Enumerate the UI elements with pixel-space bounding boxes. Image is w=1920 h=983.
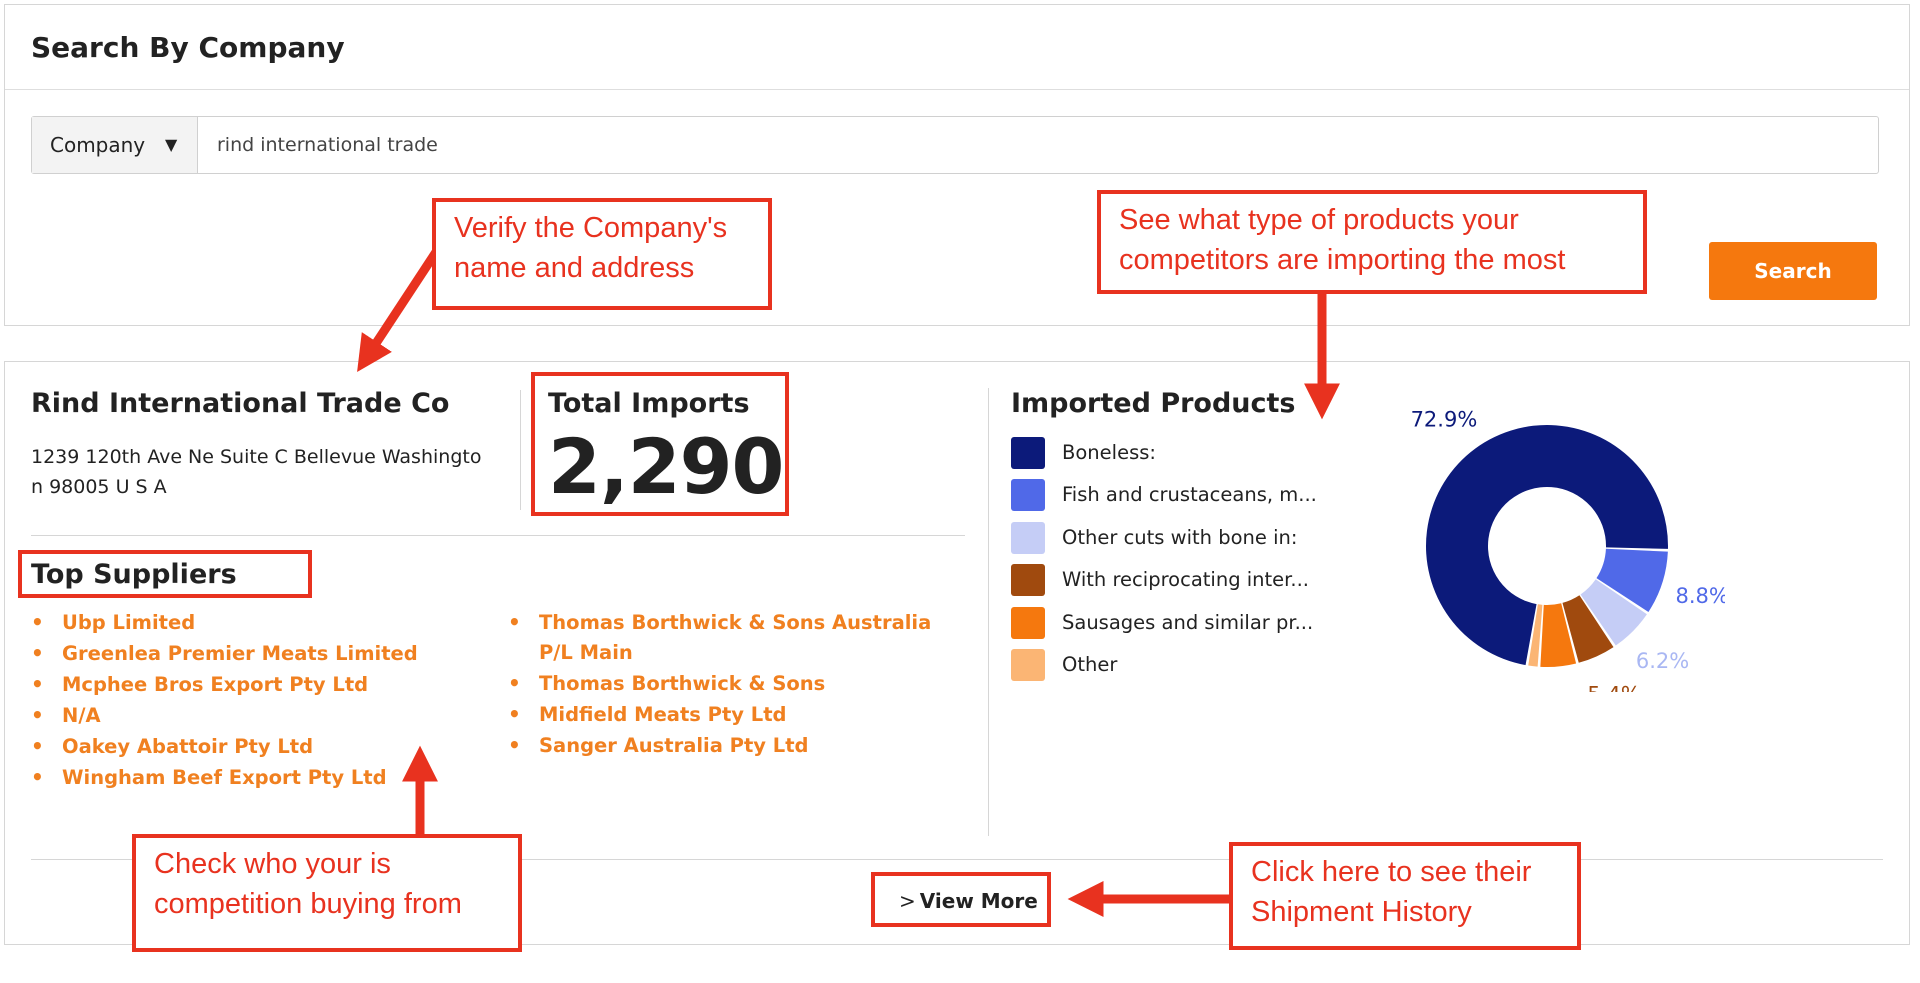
- legend-swatch: [1011, 479, 1045, 512]
- supplier-link[interactable]: • Midfield Meats Pty Ltd: [508, 699, 968, 730]
- search-header: Search By Company: [5, 5, 1909, 90]
- legend-item[interactable]: With reciprocating inter...: [1011, 564, 1317, 606]
- legend-label: Boneless:: [1062, 441, 1156, 464]
- supplier-link[interactable]: • Mcphee Bros Export Pty Ltd: [31, 669, 481, 700]
- donut-slice[interactable]: [1528, 604, 1543, 667]
- chevron-right-icon: >: [899, 889, 916, 913]
- legend-label: Sausages and similar pr...: [1062, 610, 1314, 634]
- bullet-icon: •: [508, 610, 521, 634]
- view-more-label: View More: [919, 889, 1038, 913]
- callout-competitor-products: See what type of products your competito…: [1097, 190, 1647, 294]
- bullet-icon: •: [508, 702, 521, 726]
- donut-slice-label: 6.2%: [1636, 649, 1689, 673]
- legend-swatch: [1011, 437, 1045, 469]
- bullet-icon: •: [508, 671, 521, 695]
- highlight-top-suppliers: [18, 550, 312, 598]
- callout-text: Check who your is competition buying fro…: [154, 848, 462, 920]
- suppliers-list: • Ubp Limited • Greenlea Premier Meats Lim…: [31, 607, 481, 793]
- supplier-name: Greenlea Premier Meats Limited: [62, 642, 418, 665]
- supplier-name: Oakey Abattoir Pty Ltd: [62, 735, 314, 758]
- supplier-name: Thomas Borthwick & Sons Australia P/L Ma…: [539, 611, 932, 664]
- legend-label: Other: [1062, 652, 1118, 676]
- search-type-label: Company: [50, 133, 146, 157]
- donut-slice[interactable]: [1540, 603, 1577, 667]
- callout-text: Verify the Company's name and address: [454, 212, 728, 284]
- donut-slice[interactable]: [1580, 579, 1647, 646]
- legend-label: Fish and crustaceans, m...: [1062, 483, 1317, 507]
- divider: [31, 535, 965, 536]
- suppliers-list: • Thomas Borthwick & Sons Australia P/L M…: [508, 607, 968, 761]
- supplier-link[interactable]: • N/A: [31, 700, 481, 731]
- bullet-icon: •: [31, 734, 44, 758]
- bullet-icon: •: [31, 672, 44, 696]
- highlight-view-more: [871, 872, 1051, 927]
- divider: [988, 388, 989, 836]
- supplier-link[interactable]: • Greenlea Premier Meats Limited: [31, 638, 481, 669]
- bullet-icon: •: [508, 733, 521, 757]
- callout-verify-company: Verify the Company's name and address: [432, 198, 772, 310]
- legend-label: Other cuts with bone in:: [1062, 525, 1298, 549]
- view-more-button[interactable]: > View More: [879, 876, 1054, 926]
- supplier-link[interactable]: • Thomas Borthwick & Sons: [508, 668, 968, 699]
- company-address: 1239 120th Ave Ne Suite C Bellevue Washi…: [31, 446, 482, 498]
- callout-text: Click here to see their Shipment History: [1251, 856, 1532, 928]
- supplier-name: Mcphee Bros Export Pty Ltd: [62, 673, 369, 696]
- supplier-name: Midfield Meats Pty Ltd: [539, 703, 787, 726]
- legend-swatch: [1011, 521, 1045, 554]
- search-type-dropdown[interactable]: Company ▼: [32, 117, 198, 173]
- legend-item[interactable]: Fish and crustaceans, m...: [1011, 479, 1317, 521]
- legend-label: With reciprocating inter...: [1062, 568, 1310, 592]
- legend-item[interactable]: Sausages and similar pr...: [1011, 606, 1317, 649]
- supplier-name: Sanger Australia Pty Ltd: [539, 734, 809, 757]
- bullet-icon: •: [31, 765, 44, 789]
- search-title: Search By Company: [31, 31, 345, 64]
- supplier-name: Thomas Borthwick & Sons: [539, 672, 826, 695]
- legend-swatch: [1011, 564, 1045, 597]
- top-suppliers-title: Top Suppliers: [31, 559, 237, 590]
- legend-swatch: [1011, 648, 1045, 681]
- bullet-icon: •: [31, 641, 44, 665]
- products-legend: Boneless: Fish and crustaceans, m... Other…: [1011, 437, 1317, 691]
- divider: [520, 390, 521, 510]
- supplier-name: N/A: [62, 704, 101, 727]
- highlight-total-imports: [531, 372, 789, 516]
- supplier-link[interactable]: • Ubp Limited: [31, 607, 481, 638]
- imported-products-title: Imported Products: [1011, 388, 1296, 419]
- donut-slice[interactable]: [1426, 425, 1668, 666]
- callout-shipment-history: Click here to see their Shipment History: [1229, 842, 1581, 950]
- donut-slice[interactable]: [1596, 548, 1668, 612]
- supplier-name: Ubp Limited: [62, 611, 196, 634]
- callout-competition-suppliers: Check who your is competition buying fro…: [132, 834, 522, 952]
- donut-slice-label: 5.4%: [1587, 683, 1640, 692]
- total-imports-value: 2,290: [548, 422, 784, 511]
- bullet-icon: •: [31, 610, 44, 634]
- donut-slice-label: 72.9%: [1411, 408, 1478, 432]
- legend-item[interactable]: Other cuts with bone in:: [1011, 521, 1317, 564]
- divider: [31, 859, 1883, 860]
- supplier-name: Wingham Beef Export Pty Ltd: [62, 766, 387, 789]
- caret-down-icon: ▼: [165, 135, 178, 154]
- bullet-icon: •: [31, 703, 44, 727]
- legend-item[interactable]: Boneless:: [1011, 437, 1317, 479]
- supplier-link[interactable]: • Thomas Borthwick & Sons Australia P/L M…: [508, 607, 968, 668]
- legend-swatch: [1011, 606, 1045, 639]
- legend-item[interactable]: Other: [1011, 648, 1317, 691]
- supplier-link[interactable]: • Wingham Beef Export Pty Ltd: [31, 762, 481, 793]
- donut-slice-label: 8.8%: [1675, 584, 1725, 608]
- company-name: Rind International Trade Co: [31, 388, 450, 419]
- search-input[interactable]: [199, 117, 1877, 173]
- products-donut-chart: 72.9%8.8%6.2%5.4%5.1%1.6%: [1411, 408, 1725, 692]
- donut-slice[interactable]: [1562, 595, 1614, 663]
- supplier-link[interactable]: • Oakey Abattoir Pty Ltd: [31, 731, 481, 762]
- supplier-link[interactable]: • Sanger Australia Pty Ltd: [508, 730, 968, 761]
- search-button[interactable]: Search: [1709, 242, 1877, 300]
- callout-text: See what type of products your competito…: [1119, 204, 1566, 276]
- total-imports-title: Total Imports: [548, 388, 750, 419]
- search-bar: Company ▼: [31, 116, 1879, 174]
- search-panel: Search By Company Company ▼ Search: [4, 4, 1910, 326]
